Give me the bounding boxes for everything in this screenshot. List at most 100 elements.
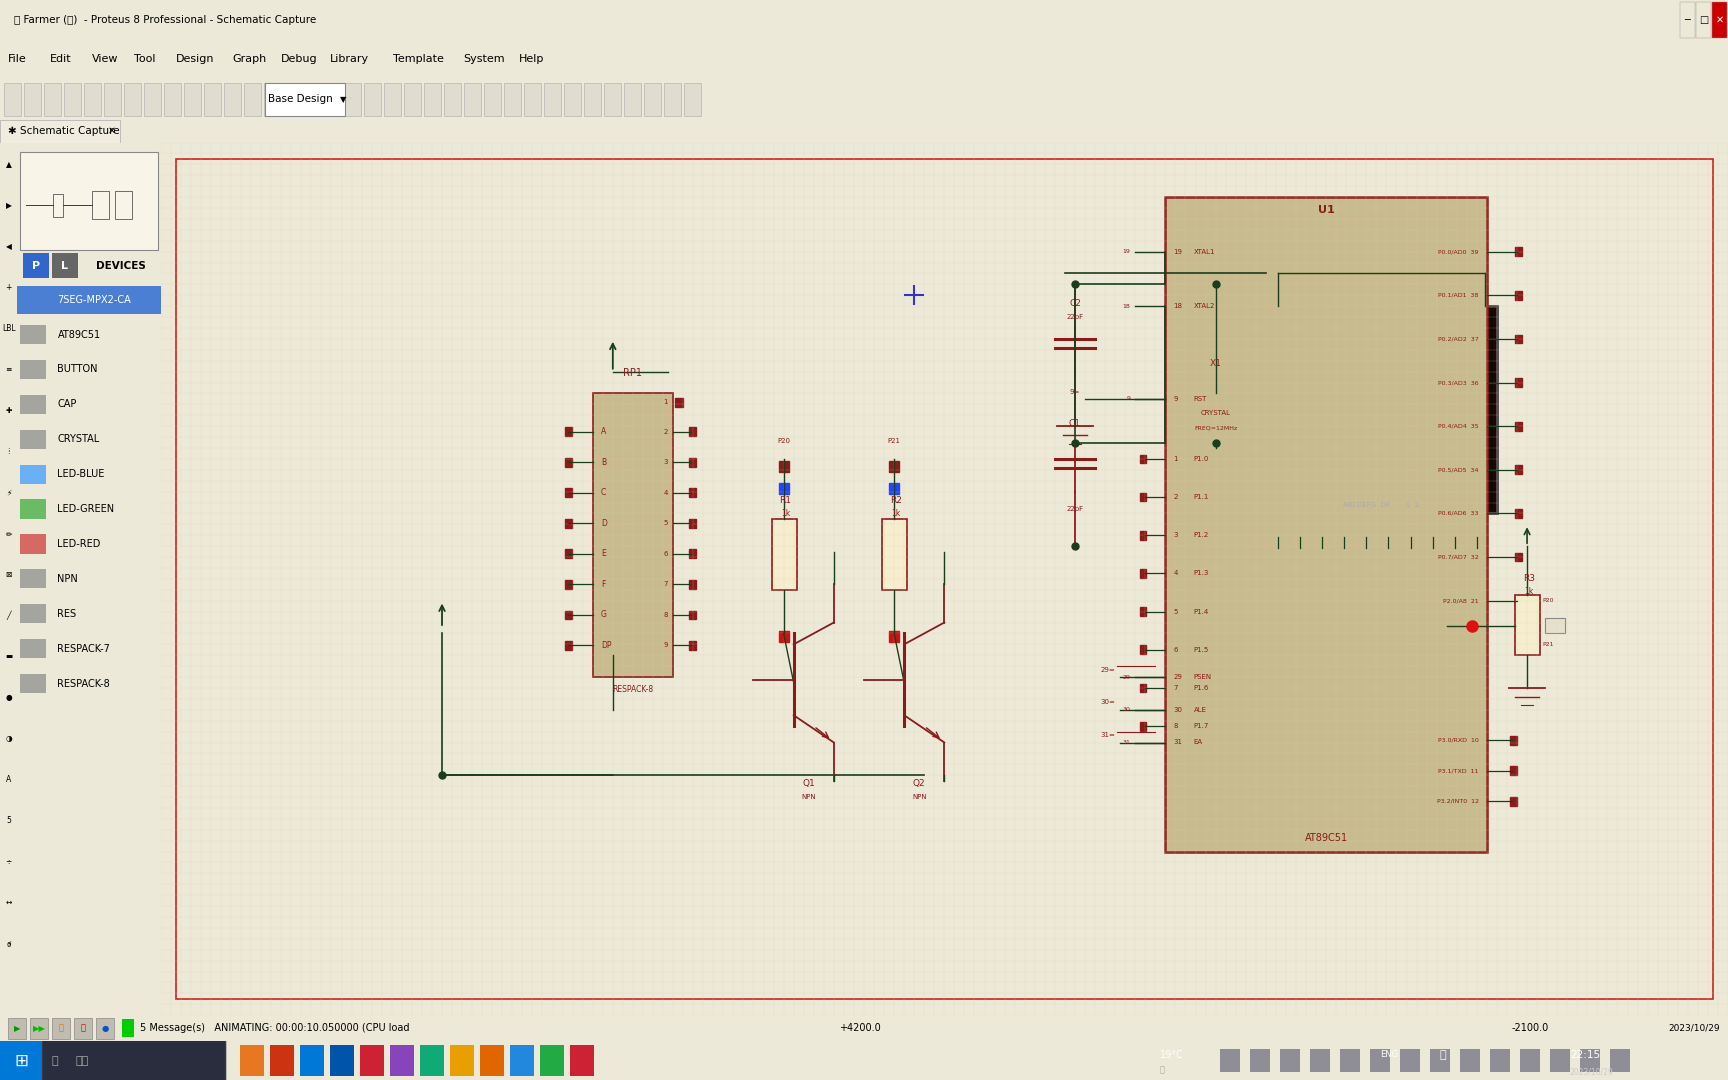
Text: ✱ Schematic Capture: ✱ Schematic Capture: [9, 125, 119, 136]
Bar: [1140, 455, 1146, 463]
Bar: [1515, 335, 1522, 343]
Bar: [563, 83, 581, 116]
Bar: [21, 569, 47, 589]
Text: 5: 5: [7, 816, 10, 825]
Text: 19: 19: [1173, 248, 1182, 255]
Bar: [123, 1020, 135, 1037]
Text: CRYSTAL: CRYSTAL: [57, 434, 100, 444]
Text: ✕: ✕: [1716, 15, 1723, 25]
Bar: [1712, 2, 1726, 38]
Bar: [1610, 1049, 1630, 1072]
Bar: [1339, 337, 1348, 405]
Bar: [1382, 477, 1434, 487]
Text: ALE: ALE: [1194, 706, 1206, 713]
Bar: [1382, 403, 1434, 411]
Text: ▬: ▬: [5, 652, 12, 661]
Text: ÷: ÷: [5, 858, 12, 866]
Text: 3: 3: [1173, 532, 1178, 538]
Bar: [1291, 403, 1341, 411]
Bar: [283, 83, 301, 116]
Bar: [43, 83, 60, 116]
Text: B: B: [601, 458, 607, 467]
Text: 4: 4: [1173, 570, 1178, 577]
Text: Edit: Edit: [50, 54, 71, 65]
Text: P20: P20: [778, 437, 790, 444]
Bar: [1515, 422, 1522, 431]
Text: 6: 6: [1173, 647, 1178, 652]
Text: 30: 30: [1123, 707, 1130, 713]
Bar: [444, 83, 461, 116]
Bar: [423, 83, 441, 116]
Text: CAP: CAP: [57, 400, 76, 409]
Text: ENG: ENG: [1381, 1050, 1398, 1059]
Bar: [676, 397, 683, 406]
Bar: [449, 1045, 473, 1076]
Text: 18: 18: [1173, 303, 1182, 309]
Text: 5 Message(s)   ANIMATING: 00:00:10.050000 (CPU load: 5 Message(s) ANIMATING: 00:00:10.050000 …: [140, 1023, 410, 1034]
Bar: [1140, 569, 1146, 578]
Bar: [1165, 197, 1486, 851]
Bar: [771, 518, 797, 590]
Text: XTAL2: XTAL2: [1194, 303, 1215, 309]
Text: ◀: ◀: [5, 242, 12, 251]
Text: 1: 1: [664, 400, 669, 405]
Text: 30: 30: [1173, 706, 1182, 713]
Bar: [64, 83, 81, 116]
Text: C2: C2: [1070, 299, 1082, 308]
Text: ◑: ◑: [5, 734, 12, 743]
Bar: [779, 631, 788, 643]
Bar: [1515, 595, 1540, 656]
Bar: [684, 83, 702, 116]
Bar: [565, 458, 572, 467]
Text: 1k: 1k: [781, 509, 790, 517]
Bar: [1510, 767, 1517, 775]
Text: P0.6/AD6  33: P0.6/AD6 33: [1438, 511, 1479, 516]
Text: 31=: 31=: [1101, 732, 1115, 738]
Bar: [21, 639, 47, 659]
Text: Help: Help: [518, 54, 544, 65]
Bar: [1140, 607, 1146, 616]
Bar: [21, 430, 47, 449]
Text: P3.1/TXD  11: P3.1/TXD 11: [1438, 768, 1479, 773]
Bar: [21, 604, 47, 623]
Bar: [0, 120, 119, 143]
Text: E: E: [601, 550, 605, 558]
Bar: [344, 83, 361, 116]
Bar: [29, 1017, 48, 1039]
Text: 中: 中: [1439, 1050, 1446, 1059]
Text: P0.3/AD3  36: P0.3/AD3 36: [1438, 380, 1479, 386]
Bar: [565, 428, 572, 436]
Bar: [1341, 530, 1348, 538]
Text: 🔍: 🔍: [52, 1055, 59, 1066]
Text: 29: 29: [1173, 674, 1182, 680]
Bar: [270, 1045, 294, 1076]
Bar: [1140, 531, 1146, 540]
Bar: [1680, 2, 1695, 38]
Bar: [21, 325, 47, 345]
Text: LED-GREEN: LED-GREEN: [57, 504, 114, 514]
Text: 9: 9: [664, 643, 669, 648]
Text: BUTTON: BUTTON: [57, 364, 98, 375]
Bar: [1515, 509, 1522, 517]
Bar: [1220, 1049, 1241, 1072]
Text: 9: 9: [1127, 396, 1130, 402]
Bar: [689, 458, 696, 467]
Bar: [225, 83, 240, 116]
Text: P0.4/AD4  35: P0.4/AD4 35: [1438, 423, 1479, 429]
Text: R2: R2: [890, 496, 902, 504]
Text: P1.2: P1.2: [1194, 532, 1210, 538]
Bar: [565, 488, 572, 497]
Bar: [1386, 530, 1393, 538]
Text: +: +: [5, 283, 12, 292]
Bar: [1431, 1049, 1450, 1072]
Bar: [689, 428, 696, 436]
Text: 22pF: 22pF: [1066, 507, 1083, 512]
Text: Base Design: Base Design: [268, 94, 332, 105]
Text: 29=: 29=: [1101, 666, 1115, 673]
Bar: [1339, 1049, 1360, 1072]
Text: RESPACK-7: RESPACK-7: [57, 644, 111, 653]
Text: ⊞: ⊞: [14, 1052, 28, 1069]
Text: U1: U1: [1318, 205, 1334, 216]
Text: P0.5/AD5  34: P0.5/AD5 34: [1438, 468, 1479, 472]
Text: 9: 9: [1173, 396, 1178, 402]
